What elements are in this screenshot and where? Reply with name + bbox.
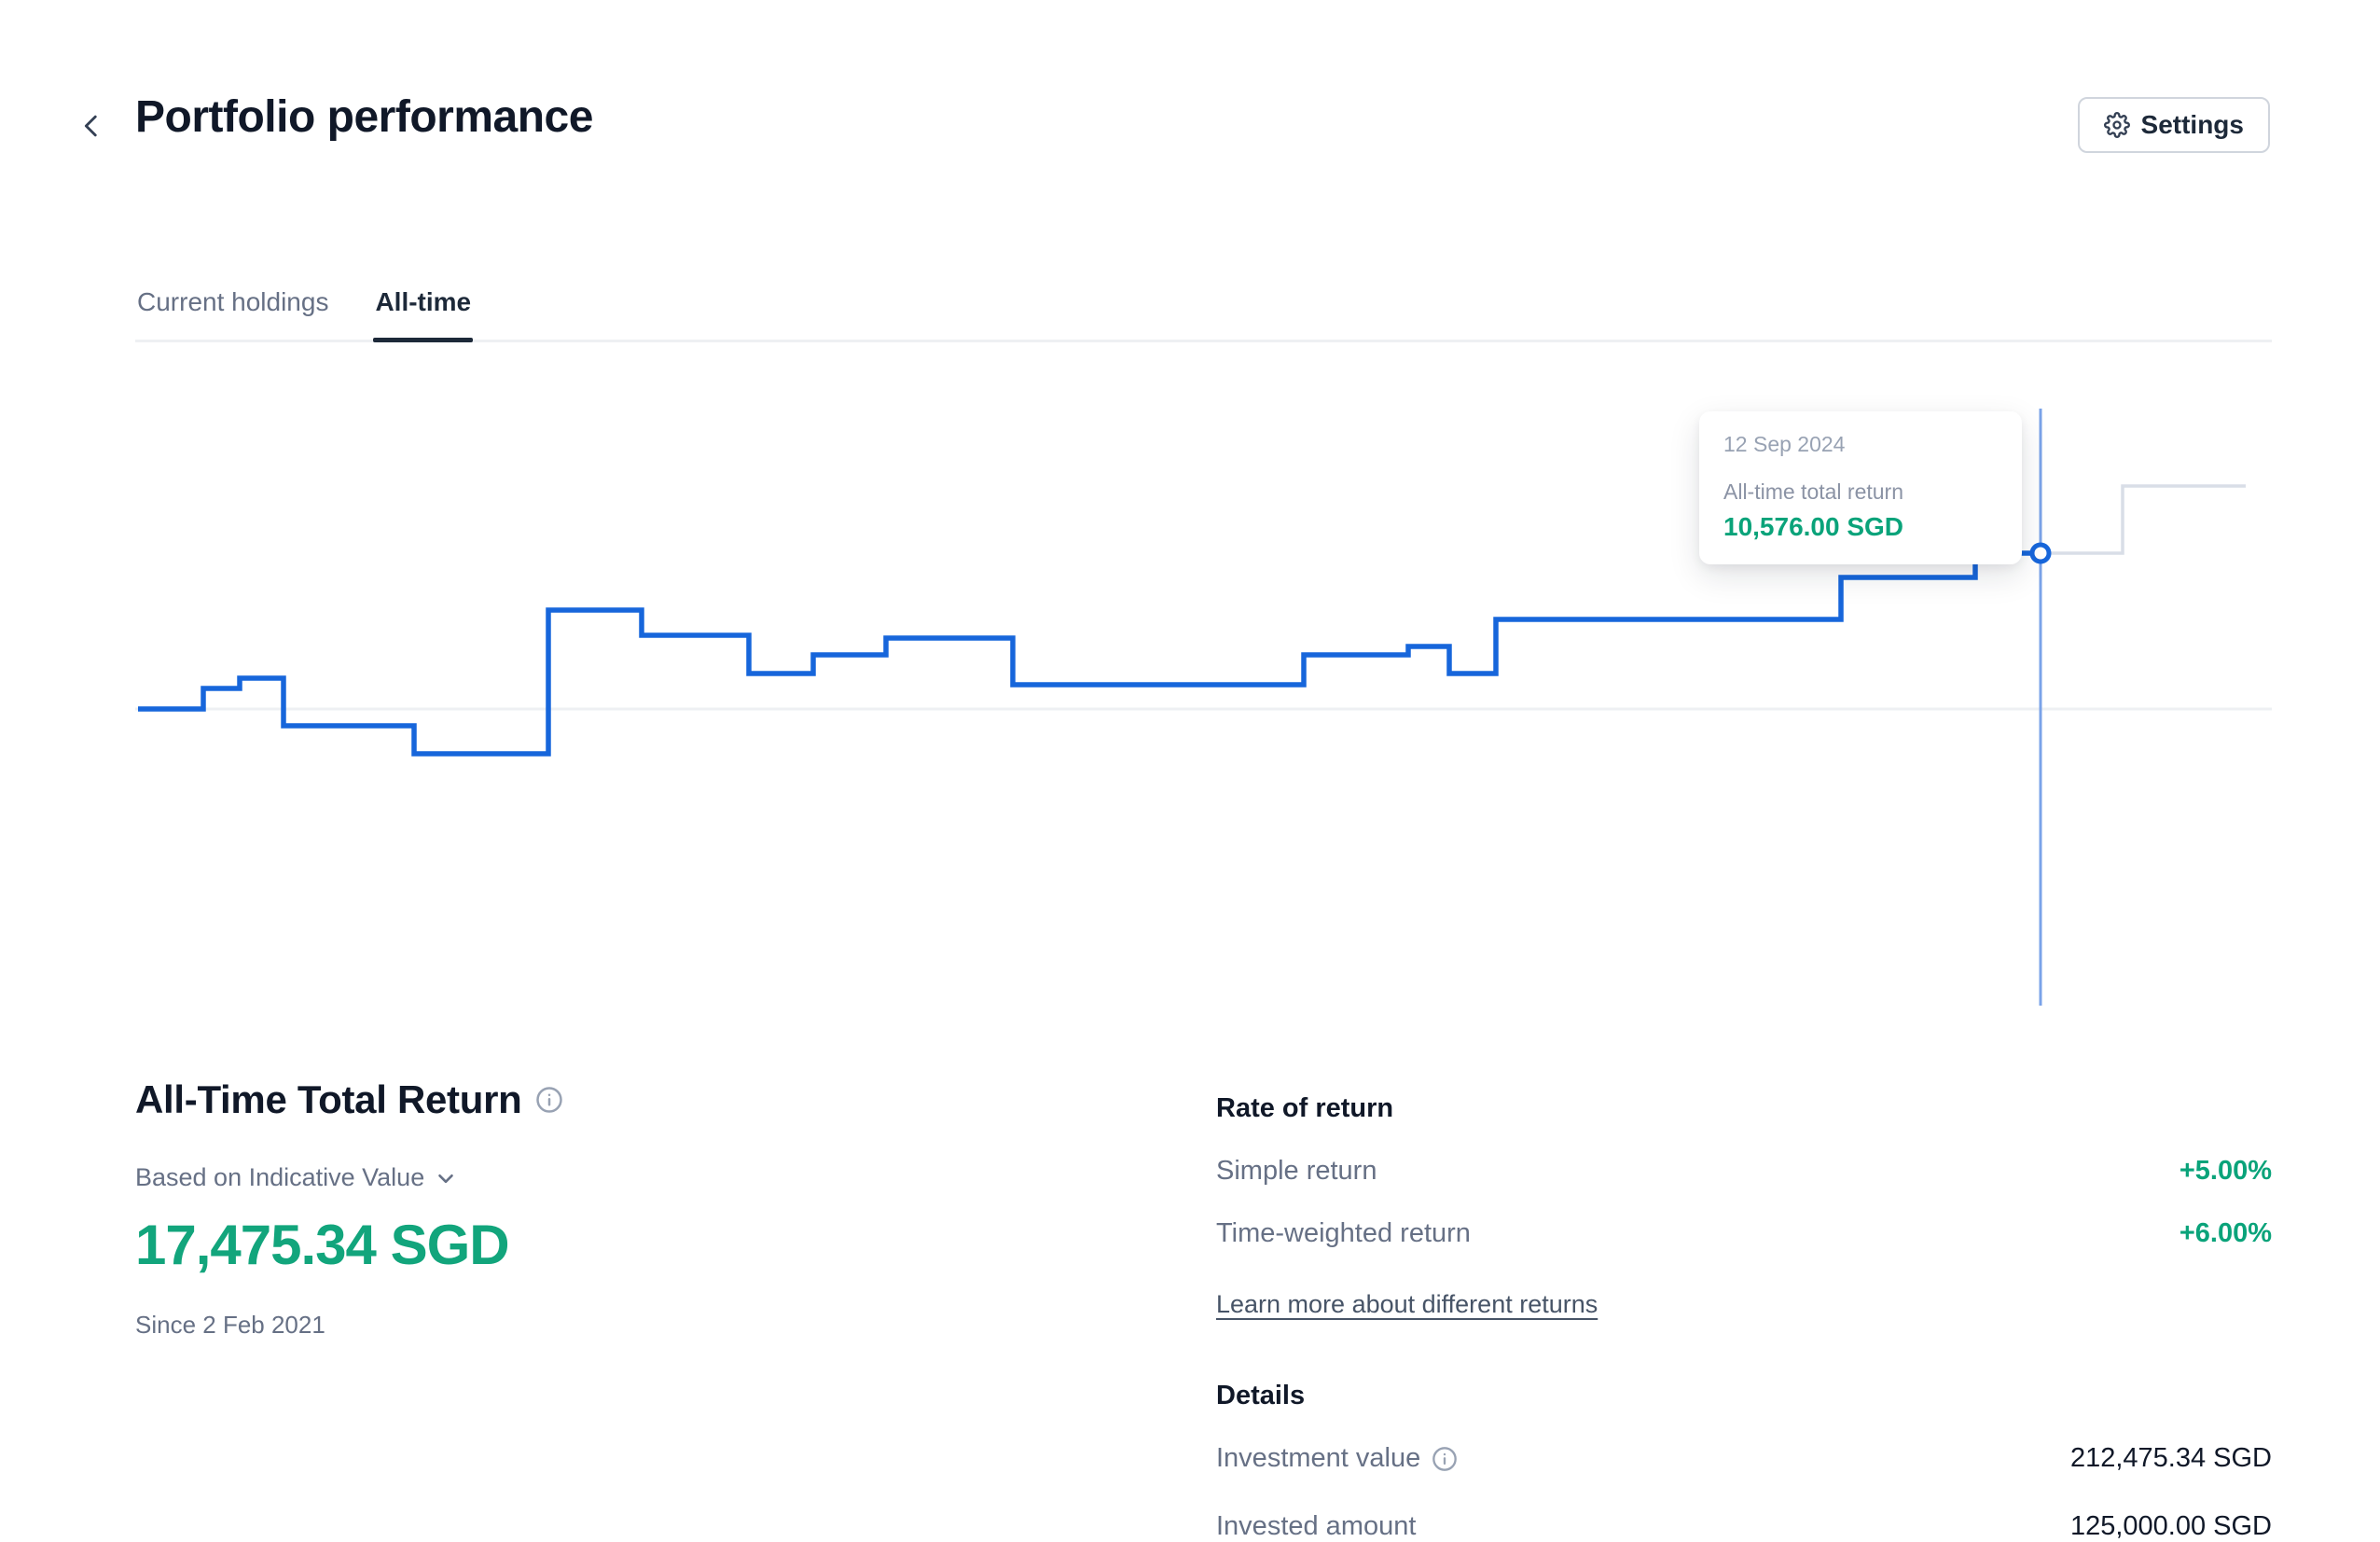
basis-selector-label: Based on Indicative Value (135, 1163, 425, 1191)
settings-button-label: Settings (2140, 110, 2244, 139)
investment-value-row: Investment value 212,475.34 SGD (1216, 1443, 2272, 1474)
tooltip-label: All-time total return (1723, 479, 1904, 504)
investment-value-label: Investment value (1216, 1443, 1421, 1473)
tooltip-value: 10,576.00 SGD (1723, 512, 1904, 541)
chevron-left-icon (76, 110, 107, 145)
details-heading: Details (1216, 1381, 1306, 1410)
time-weighted-return-value: +6.00% (2179, 1218, 2272, 1248)
rate-of-return-heading: Rate of return (1216, 1093, 1394, 1123)
total-return-value: 17,475.34 SGD (135, 1214, 510, 1276)
chart-line-main (138, 550, 2041, 757)
tab-all-time-label: All-time (375, 287, 472, 316)
since-date: Since 2 Feb 2021 (135, 1311, 325, 1339)
simple-return-row: Simple return +5.00% (1216, 1156, 2272, 1187)
summary-section: All-Time Total Return Based on Indicativ… (135, 1077, 563, 1340)
summary-title: All-Time Total Return (135, 1077, 522, 1121)
page-title: Portfolio performance (135, 92, 593, 142)
basis-selector[interactable]: Based on Indicative Value (135, 1163, 458, 1192)
hover-marker (2029, 542, 2052, 564)
tab-bar: Current holdings All-time (135, 280, 2272, 342)
invested-amount-row: Invested amount 125,000.00 SGD (1216, 1511, 2272, 1542)
info-icon[interactable] (1432, 1446, 1458, 1472)
settings-button[interactable]: Settings (2077, 97, 2270, 153)
simple-return-label: Simple return (1216, 1156, 1377, 1186)
back-button[interactable] (67, 103, 116, 151)
tab-all-time[interactable]: All-time (373, 280, 473, 342)
time-weighted-return-row: Time-weighted return +6.00% (1216, 1218, 2272, 1249)
gear-icon (2103, 112, 2130, 138)
chevron-down-icon (434, 1166, 458, 1190)
invested-amount-label: Invested amount (1216, 1511, 1417, 1541)
tab-current-holdings[interactable]: Current holdings (135, 280, 330, 340)
learn-more-link[interactable]: Learn more about different returns (1216, 1290, 1598, 1318)
performance-chart-svg (135, 409, 2272, 1006)
invested-amount-value: 125,000.00 SGD (2069, 1511, 2272, 1541)
info-icon[interactable] (535, 1086, 563, 1114)
chart-tooltip: 12 Sep 2024 All-time total return 10,576… (1699, 411, 2022, 564)
simple-return-value: +5.00% (2179, 1156, 2272, 1186)
metrics-section: Rate of return Simple return +5.00% Time… (1216, 1093, 2272, 1542)
performance-chart[interactable] (0, 0, 2380, 1489)
investment-value-value: 212,475.34 SGD (2069, 1443, 2272, 1473)
tab-current-holdings-label: Current holdings (137, 287, 329, 316)
tooltip-date: 12 Sep 2024 (1723, 432, 1846, 456)
time-weighted-return-label: Time-weighted return (1216, 1218, 1471, 1248)
chart-line-future (2041, 484, 2246, 555)
